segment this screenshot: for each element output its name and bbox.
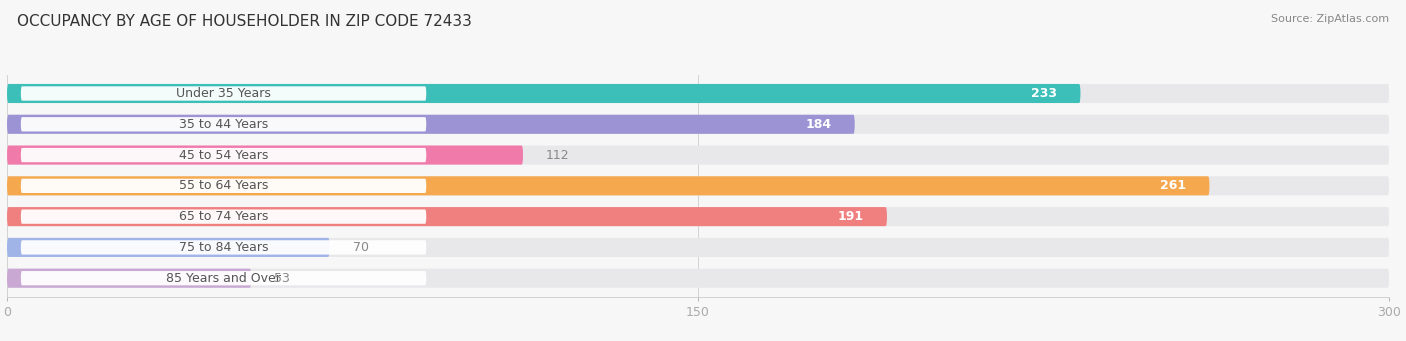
Text: 65 to 74 Years: 65 to 74 Years <box>179 210 269 223</box>
FancyBboxPatch shape <box>7 269 252 288</box>
FancyBboxPatch shape <box>7 84 1389 103</box>
FancyBboxPatch shape <box>7 269 1389 288</box>
FancyBboxPatch shape <box>7 115 1389 134</box>
Text: 261: 261 <box>1160 179 1187 192</box>
Text: 35 to 44 Years: 35 to 44 Years <box>179 118 269 131</box>
Text: 53: 53 <box>274 272 290 285</box>
FancyBboxPatch shape <box>7 84 1080 103</box>
Text: 233: 233 <box>1032 87 1057 100</box>
FancyBboxPatch shape <box>7 146 1389 165</box>
Text: Source: ZipAtlas.com: Source: ZipAtlas.com <box>1271 14 1389 24</box>
Text: 70: 70 <box>353 241 368 254</box>
FancyBboxPatch shape <box>7 115 855 134</box>
Text: 85 Years and Over: 85 Years and Over <box>166 272 281 285</box>
Text: 112: 112 <box>546 149 569 162</box>
FancyBboxPatch shape <box>7 207 887 226</box>
Text: OCCUPANCY BY AGE OF HOUSEHOLDER IN ZIP CODE 72433: OCCUPANCY BY AGE OF HOUSEHOLDER IN ZIP C… <box>17 14 472 29</box>
FancyBboxPatch shape <box>7 176 1209 195</box>
Text: 191: 191 <box>838 210 863 223</box>
Text: 75 to 84 Years: 75 to 84 Years <box>179 241 269 254</box>
FancyBboxPatch shape <box>21 271 426 285</box>
FancyBboxPatch shape <box>7 176 1389 195</box>
FancyBboxPatch shape <box>21 240 426 255</box>
FancyBboxPatch shape <box>7 207 1389 226</box>
FancyBboxPatch shape <box>7 146 523 165</box>
Text: 184: 184 <box>806 118 832 131</box>
FancyBboxPatch shape <box>7 238 1389 257</box>
FancyBboxPatch shape <box>21 148 426 162</box>
FancyBboxPatch shape <box>21 117 426 131</box>
Text: 45 to 54 Years: 45 to 54 Years <box>179 149 269 162</box>
FancyBboxPatch shape <box>21 179 426 193</box>
FancyBboxPatch shape <box>21 86 426 101</box>
FancyBboxPatch shape <box>21 209 426 224</box>
FancyBboxPatch shape <box>7 238 329 257</box>
Text: Under 35 Years: Under 35 Years <box>176 87 271 100</box>
Text: 55 to 64 Years: 55 to 64 Years <box>179 179 269 192</box>
